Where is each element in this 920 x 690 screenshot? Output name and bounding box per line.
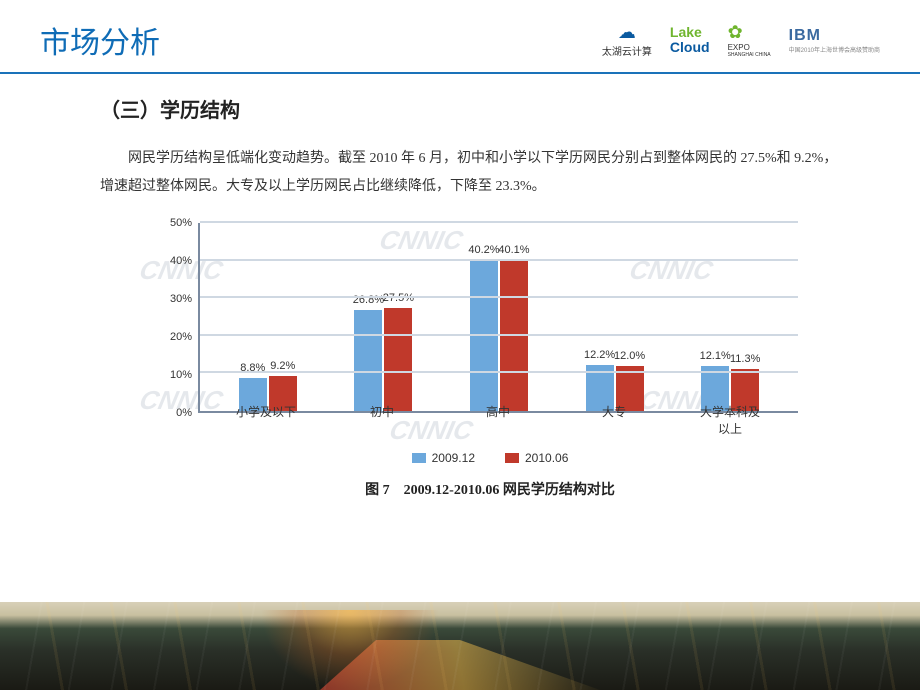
plot-area: 8.8%9.2%26.8%27.5%40.2%40.1%12.2%12.0%12…: [198, 223, 798, 413]
footer-image: [0, 602, 920, 690]
bar-value-label: 12.1%: [700, 350, 731, 362]
bar: 26.8%: [354, 310, 382, 411]
bar-group: 26.8%27.5%: [354, 223, 412, 411]
x-axis-label: 初中: [352, 403, 412, 437]
legend-item: 2009.12: [412, 451, 475, 465]
expo-icon: ✿: [728, 22, 743, 42]
chart-container: CNNIC CNNIC CNNIC CNNIC CNNIC CNNIC 8.8%…: [150, 215, 830, 499]
gridline: [200, 259, 798, 261]
legend: 2009.12 2010.06: [150, 451, 830, 465]
cloud-text: Cloud: [670, 40, 710, 55]
gridline: [200, 371, 798, 373]
chart-caption: 图 7 2009.12-2010.06 网民学历结构对比: [150, 479, 830, 499]
bar-value-label: 12.0%: [614, 350, 645, 362]
gridline: [200, 296, 798, 298]
legend-item: 2010.06: [505, 451, 568, 465]
x-axis-label: 大学本科及以上: [700, 403, 760, 437]
legend-label: 2009.12: [432, 451, 475, 465]
section-paragraph: 网民学历结构呈低端化变动趋势。截至 2010 年 6 月，初中和小学以下学历网民…: [100, 145, 840, 201]
legend-swatch: [412, 453, 426, 463]
content: （三）学历结构 网民学历结构呈低端化变动趋势。截至 2010 年 6 月，初中和…: [0, 74, 920, 499]
bar-value-label: 40.1%: [498, 244, 529, 256]
gridline: [200, 221, 798, 223]
logo-row: ☁ 太湖云计算 Lake Cloud ✿ EXPO SHANGHAI CHINA…: [602, 22, 880, 58]
page-title: 市场分析: [40, 18, 160, 62]
section-title: （三）学历结构: [100, 94, 840, 123]
bar-value-label: 12.2%: [584, 349, 615, 361]
y-axis-label: 20%: [150, 331, 192, 343]
taihu-label: 太湖云计算: [602, 43, 652, 58]
bar-group: 12.2%12.0%: [586, 223, 644, 411]
x-axis-label: 大专: [584, 403, 644, 437]
bar-group: 40.2%40.1%: [470, 223, 528, 411]
expo-label: EXPO: [728, 43, 771, 52]
bar-chart: 8.8%9.2%26.8%27.5%40.2%40.1%12.2%12.0%12…: [150, 215, 830, 445]
taihu-cloud-logo: ☁ 太湖云计算: [602, 22, 652, 58]
x-axis-label: 小学及以下: [236, 403, 296, 437]
y-axis-label: 10%: [150, 369, 192, 381]
expo-logo: ✿ EXPO SHANGHAI CHINA: [728, 22, 771, 58]
x-axis-label: 高中: [468, 403, 528, 437]
legend-label: 2010.06: [525, 451, 568, 465]
ibm-sub: 中国2010年上海世博会高级赞助商: [789, 45, 880, 54]
lake-cloud-logo: Lake Cloud: [670, 25, 710, 56]
bar: 27.5%: [384, 308, 412, 411]
x-axis-labels: 小学及以下 初中 高中 大专 大学本科及以上: [198, 403, 798, 437]
y-axis-label: 30%: [150, 293, 192, 305]
ibm-logo: IBM 中国2010年上海世博会高级赞助商: [789, 27, 880, 54]
y-axis-label: 50%: [150, 217, 192, 229]
ibm-text: IBM: [789, 27, 821, 44]
bar-value-label: 40.2%: [468, 244, 499, 256]
y-axis-label: 40%: [150, 255, 192, 267]
lake-text: Lake: [670, 25, 710, 40]
bars-row: 8.8%9.2%26.8%27.5%40.2%40.1%12.2%12.0%12…: [200, 223, 798, 411]
expo-sub: SHANGHAI CHINA: [728, 52, 771, 58]
y-axis-label: 0%: [150, 407, 192, 419]
bar-value-label: 11.3%: [730, 353, 760, 365]
footer-light-trail: [320, 640, 600, 690]
legend-swatch: [505, 453, 519, 463]
bar-group: 12.1%11.3%: [701, 223, 759, 411]
gridline: [200, 334, 798, 336]
cloud-icon: ☁: [618, 22, 636, 42]
header: 市场分析 ☁ 太湖云计算 Lake Cloud ✿ EXPO SHANGHAI …: [0, 0, 920, 72]
bar-group: 8.8%9.2%: [239, 223, 297, 411]
